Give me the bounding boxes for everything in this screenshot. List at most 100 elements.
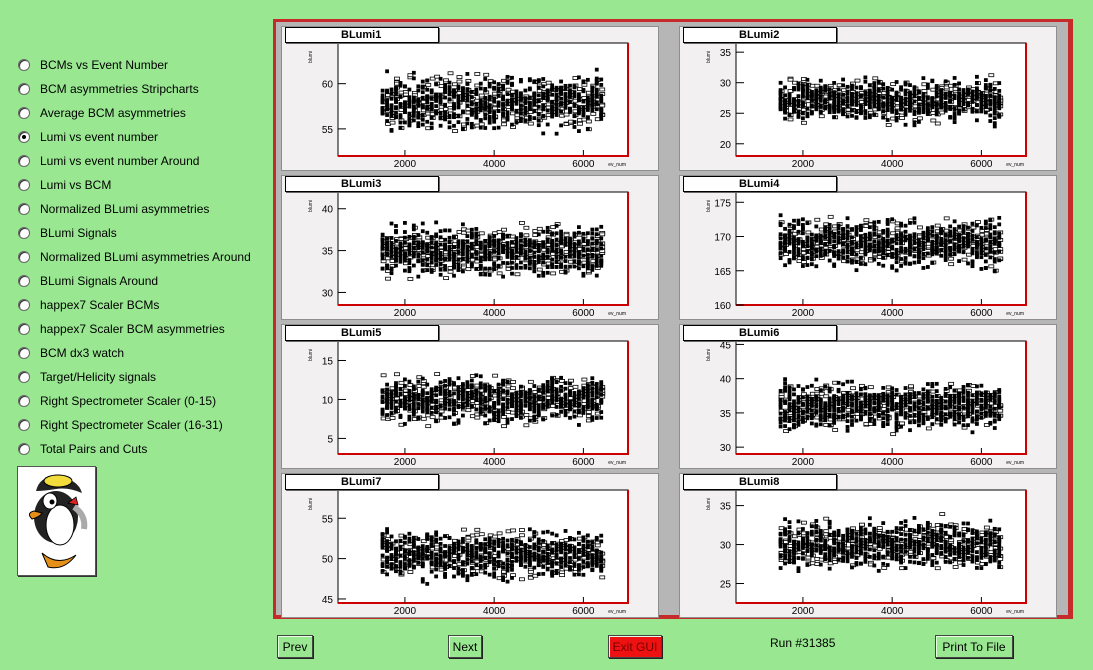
data-point xyxy=(421,123,424,126)
radio-label: Lumi vs BCM xyxy=(40,178,111,192)
radio-button[interactable] xyxy=(18,83,30,95)
data-point xyxy=(819,96,822,99)
data-point xyxy=(453,382,456,385)
data-point xyxy=(417,112,420,115)
data-point xyxy=(917,120,920,123)
data-point xyxy=(435,259,438,262)
data-point xyxy=(975,224,978,227)
data-point xyxy=(546,399,549,402)
radio-button[interactable] xyxy=(18,155,30,167)
radio-button[interactable] xyxy=(18,107,30,119)
radio-button[interactable] xyxy=(18,395,30,407)
radio-option-6[interactable]: Normalized BLumi asymmetries xyxy=(14,199,264,219)
radio-option-9[interactable]: BLumi Signals Around xyxy=(14,271,264,291)
radio-option-13[interactable]: Target/Helicity signals xyxy=(14,367,264,387)
data-point xyxy=(873,240,876,243)
data-point xyxy=(913,248,916,251)
data-point xyxy=(444,243,447,246)
data-point xyxy=(900,233,903,236)
radio-button[interactable] xyxy=(18,443,30,455)
data-point xyxy=(430,257,433,260)
data-point xyxy=(895,92,898,95)
data-point xyxy=(859,388,862,391)
radio-button[interactable] xyxy=(18,227,30,239)
data-point xyxy=(895,81,898,84)
radio-button[interactable] xyxy=(18,203,30,215)
data-point xyxy=(515,241,518,244)
data-point xyxy=(519,261,522,264)
data-point xyxy=(828,415,831,418)
radio-option-12[interactable]: BCM dx3 watch xyxy=(14,343,264,363)
data-point xyxy=(600,233,605,236)
data-point xyxy=(537,255,540,258)
data-point xyxy=(989,224,992,227)
data-point xyxy=(488,121,491,124)
radio-option-16[interactable]: Total Pairs and Cuts xyxy=(14,439,264,459)
data-point xyxy=(386,247,389,250)
radio-option-1[interactable]: BCM asymmetries Stripcharts xyxy=(14,79,264,99)
data-point xyxy=(444,268,447,271)
data-point xyxy=(430,235,433,238)
data-point xyxy=(403,241,406,244)
data-point xyxy=(421,392,424,395)
radio-option-10[interactable]: happex7 Scaler BCMs xyxy=(14,295,264,315)
data-point xyxy=(788,409,791,412)
data-point xyxy=(595,396,598,399)
radio-option-4[interactable]: Lumi vs event number Around xyxy=(14,151,264,171)
data-point xyxy=(417,255,420,258)
radio-option-7[interactable]: BLumi Signals xyxy=(14,223,264,243)
radio-button[interactable] xyxy=(18,419,30,431)
radio-option-3[interactable]: Lumi vs event number xyxy=(14,127,264,147)
radio-option-5[interactable]: Lumi vs BCM xyxy=(14,175,264,195)
radio-button[interactable] xyxy=(18,179,30,191)
x-tick-label: 4000 xyxy=(881,159,904,170)
data-point xyxy=(564,255,567,258)
radio-button[interactable] xyxy=(18,347,30,359)
data-point xyxy=(586,106,589,109)
radio-option-11[interactable]: happex7 Scaler BCM asymmetries xyxy=(14,319,264,339)
data-point xyxy=(864,76,867,79)
data-point xyxy=(944,250,947,253)
data-point xyxy=(435,235,438,238)
radio-option-8[interactable]: Normalized BLumi asymmetries Around xyxy=(14,247,264,267)
data-point xyxy=(877,262,880,265)
data-point xyxy=(891,247,894,250)
data-point xyxy=(993,226,996,229)
data-point xyxy=(479,375,482,378)
data-point xyxy=(551,258,554,261)
radio-option-0[interactable]: BCMs vs Event Number xyxy=(14,55,264,75)
data-point xyxy=(935,242,938,245)
data-point xyxy=(515,255,518,258)
data-point xyxy=(851,404,854,407)
data-point xyxy=(815,249,818,252)
radio-button[interactable] xyxy=(18,131,30,143)
radio-option-15[interactable]: Right Spectrometer Scaler (16-31) xyxy=(14,415,264,435)
data-point xyxy=(846,245,849,248)
data-point xyxy=(479,397,482,400)
data-point xyxy=(828,104,831,107)
radio-button[interactable] xyxy=(18,59,30,71)
data-point xyxy=(806,83,809,86)
radio-button[interactable] xyxy=(18,323,30,335)
data-point xyxy=(837,98,840,101)
data-point xyxy=(828,108,831,111)
radio-button[interactable] xyxy=(18,299,30,311)
radio-button[interactable] xyxy=(18,275,30,287)
data-point xyxy=(886,109,889,112)
data-point xyxy=(395,382,398,385)
data-point xyxy=(980,94,983,97)
data-point xyxy=(502,275,505,278)
radio-option-14[interactable]: Right Spectrometer Scaler (0-15) xyxy=(14,391,264,411)
data-point xyxy=(989,227,992,230)
data-point xyxy=(582,388,585,391)
data-point xyxy=(793,412,796,415)
data-point xyxy=(502,244,505,247)
data-point xyxy=(511,94,514,97)
radio-option-2[interactable]: Average BCM asymmetries xyxy=(14,103,264,123)
data-point xyxy=(555,260,558,263)
data-point xyxy=(833,416,836,419)
radio-button[interactable] xyxy=(18,251,30,263)
radio-button[interactable] xyxy=(18,371,30,383)
data-point xyxy=(502,250,505,253)
data-point xyxy=(909,253,912,256)
